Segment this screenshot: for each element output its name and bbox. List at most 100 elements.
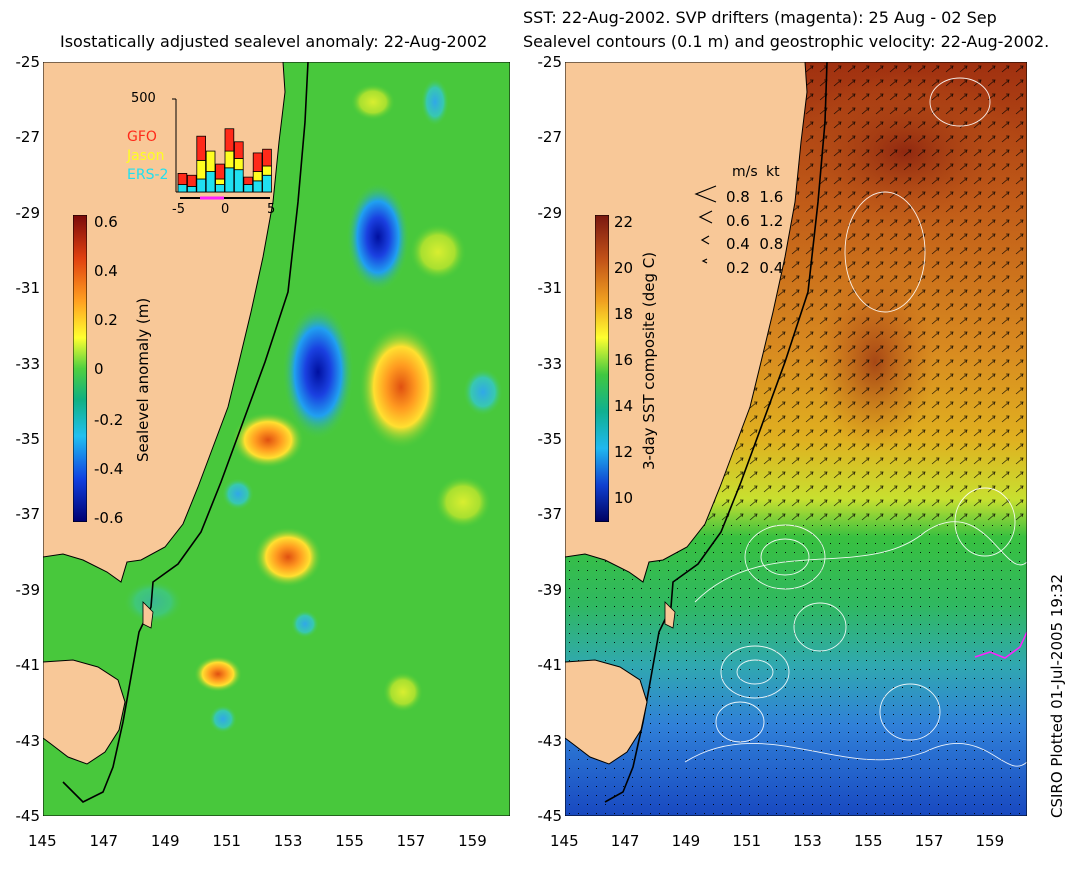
right-y-tick: -25 bbox=[537, 53, 563, 71]
inset-histogram bbox=[172, 98, 272, 200]
right-y-tick: -27 bbox=[537, 128, 563, 147]
inset-bar-gfo bbox=[234, 141, 244, 159]
inset-xtick: 5 bbox=[267, 202, 276, 217]
right-x-tick: 155 bbox=[853, 832, 883, 850]
left-y-axis: -25 -27 -29 -31 -33 -35 -37 -39 -41 -43 -45 bbox=[0, 53, 41, 825]
right-y-tick: -29 bbox=[537, 203, 563, 222]
mainland-australia bbox=[565, 62, 808, 583]
left-x-axis: 145 147 149 151 153 155 157 159 bbox=[28, 832, 510, 852]
right-x-tick: 159 bbox=[975, 832, 1005, 850]
inset-legend-gfo: GFO bbox=[127, 129, 157, 145]
right-cb-tick: 22 bbox=[614, 213, 634, 231]
velocity-legend-header-kt: kt bbox=[766, 164, 780, 180]
left-y-tick: -43 bbox=[15, 731, 41, 750]
left-cb-tick: -0.2 bbox=[94, 411, 124, 429]
left-cb-tick: -0.6 bbox=[94, 509, 124, 527]
left-y-tick: -45 bbox=[15, 807, 41, 825]
left-y-tick: -33 bbox=[15, 354, 41, 373]
inset-bar-ers2 bbox=[196, 178, 206, 193]
inset-bar-ers2 bbox=[205, 171, 216, 193]
right-x-tick: 149 bbox=[671, 832, 701, 850]
left-x-tick: 145 bbox=[28, 832, 57, 850]
inset-bar-gfo bbox=[186, 174, 197, 187]
right-x-tick: 147 bbox=[610, 832, 640, 850]
velocity-legend-row: 0.4 0.8 bbox=[726, 235, 784, 253]
left-y-tick: -27 bbox=[15, 128, 41, 147]
right-sst-map bbox=[565, 62, 1027, 816]
left-cb-tick: 0.4 bbox=[94, 262, 118, 280]
inset-bar-ers2 bbox=[177, 184, 188, 193]
left-colorbar-label: Sealevel anomaly (m) bbox=[134, 297, 152, 462]
left-colorbar-ticks: 0.6 0.4 0.2 0 -0.2 -0.4 -0.6 bbox=[94, 213, 134, 527]
inset-bar-ers2 bbox=[262, 174, 272, 193]
inset-bar-gfo bbox=[252, 152, 263, 172]
inset-bar-gfo bbox=[215, 163, 225, 180]
inset-bar-ers2 bbox=[215, 184, 225, 193]
svp-drifter-track bbox=[974, 631, 1027, 659]
inset-bar-jason bbox=[205, 150, 216, 172]
inset-legend-ers2: ERS-2 bbox=[127, 167, 169, 183]
inset-xtick: -5 bbox=[172, 202, 185, 217]
inset-bar-gfo bbox=[177, 173, 188, 185]
left-cb-tick: 0.6 bbox=[94, 213, 118, 231]
right-x-tick: 157 bbox=[914, 832, 944, 850]
arrow-0.8-icon bbox=[694, 185, 717, 203]
right-x-axis: 145 147 149 151 153 155 157 159 bbox=[550, 832, 1027, 852]
right-y-axis: -25 -27 -29 -31 -33 -35 -37 -39 -41 -43 -45 bbox=[520, 53, 563, 825]
left-x-tick: 157 bbox=[396, 832, 426, 850]
inset-xtick: 0 bbox=[221, 202, 230, 217]
inset-legend: GFO Jason ERS-2 bbox=[127, 128, 168, 185]
left-y-tick: -25 bbox=[15, 53, 41, 71]
velocity-legend-row: 0.8 1.6 bbox=[726, 188, 784, 206]
inset-xticks: -5 0 5 bbox=[172, 202, 282, 220]
right-x-tick: 153 bbox=[793, 832, 822, 850]
right-y-tick: -39 bbox=[537, 580, 563, 599]
left-y-tick: -37 bbox=[15, 505, 41, 524]
right-colorbar-label: 3-day SST composite (deg C) bbox=[640, 251, 658, 470]
right-panel-title-line2: Sealevel contours (0.1 m) and geostrophi… bbox=[523, 32, 1050, 51]
right-panel-title-line1: SST: 22-Aug-2002. SVP drifters (magenta)… bbox=[523, 8, 997, 27]
velocity-legend-arrows bbox=[694, 185, 717, 264]
inset-bar-jason bbox=[196, 159, 206, 180]
inset-bar-ers2 bbox=[252, 180, 263, 193]
right-y-tick: -33 bbox=[537, 354, 563, 373]
left-x-tick: 159 bbox=[458, 832, 487, 850]
left-x-tick: 149 bbox=[150, 832, 180, 850]
inset-bar-ers2 bbox=[243, 184, 254, 193]
right-y-tick: -41 bbox=[537, 656, 563, 675]
right-y-tick: -35 bbox=[537, 430, 563, 448]
left-x-tick: 147 bbox=[89, 832, 119, 850]
left-x-tick: 153 bbox=[273, 832, 303, 850]
left-cb-tick: 0 bbox=[94, 360, 104, 378]
left-y-tick: -35 bbox=[15, 430, 41, 448]
right-cb-tick: 16 bbox=[614, 351, 634, 369]
left-cb-tick: -0.4 bbox=[94, 460, 124, 478]
inset-bar-ers2 bbox=[186, 186, 197, 193]
right-cb-tick: 14 bbox=[614, 397, 634, 415]
inset-bar-ers2 bbox=[224, 167, 235, 193]
arrow-0.4-icon bbox=[700, 235, 710, 245]
inset-ymax-label: 500 bbox=[131, 91, 156, 106]
inset-bar-jason bbox=[252, 171, 263, 182]
right-y-tick: -43 bbox=[537, 731, 563, 750]
left-y-tick: -41 bbox=[15, 656, 41, 675]
inset-bar-jason bbox=[234, 158, 244, 171]
left-sealevel-map bbox=[43, 62, 510, 816]
left-y-tick: -29 bbox=[15, 203, 41, 222]
velocity-legend-row: 0.6 1.2 bbox=[726, 211, 784, 230]
left-colorbar bbox=[73, 215, 87, 522]
right-colorbar-ticks: 22 20 18 16 14 12 10 bbox=[614, 213, 644, 522]
right-cb-tick: 20 bbox=[614, 259, 634, 277]
inset-bar-jason bbox=[215, 178, 225, 185]
right-cb-tick: 10 bbox=[614, 489, 634, 507]
right-x-tick: 151 bbox=[732, 832, 761, 850]
left-panel-title: Isostatically adjusted sealevel anomaly:… bbox=[60, 32, 488, 51]
left-y-tick: -39 bbox=[15, 580, 41, 599]
inset-bar-jason bbox=[224, 150, 235, 169]
inset-bar-gfo bbox=[262, 148, 272, 167]
right-cb-tick: 18 bbox=[614, 305, 634, 323]
inset-bar-gfo bbox=[224, 128, 235, 152]
right-y-tick: -37 bbox=[537, 505, 563, 524]
right-y-tick: -31 bbox=[537, 279, 563, 298]
tasmania bbox=[565, 659, 648, 765]
